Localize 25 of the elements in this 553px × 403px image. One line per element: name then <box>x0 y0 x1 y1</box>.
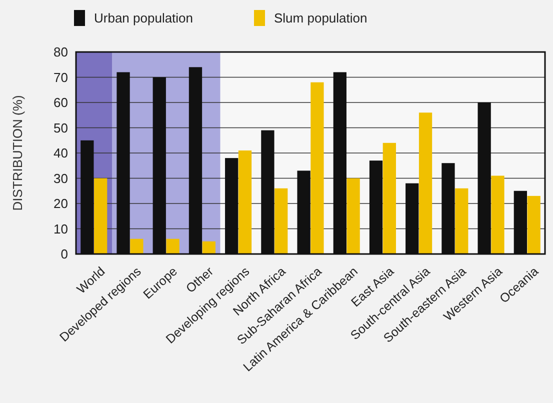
bar <box>274 188 288 254</box>
bar <box>346 178 360 254</box>
bar <box>455 188 468 254</box>
y-tick-label: 10 <box>54 221 68 236</box>
bar <box>238 150 252 254</box>
bar <box>310 82 324 254</box>
bar <box>202 241 216 254</box>
bar <box>491 176 504 254</box>
legend-label: Urban population <box>94 10 194 26</box>
y-tick-label: 70 <box>54 70 68 85</box>
y-tick-label: 80 <box>54 44 68 60</box>
y-tick-label: 60 <box>54 95 68 110</box>
y-axis-title: DISTRIBUTION (%) <box>10 95 25 211</box>
bar <box>418 112 432 254</box>
legend-label: Slum population <box>274 10 368 26</box>
y-tick-label: 40 <box>54 146 68 161</box>
y-tick-label: 30 <box>54 170 68 186</box>
y-tick-label: 50 <box>54 120 68 136</box>
y-tick-label: 0 <box>60 246 68 262</box>
bar <box>382 142 396 254</box>
bar <box>527 196 540 254</box>
bar <box>166 238 180 254</box>
bar <box>130 238 144 254</box>
y-tick-label: 20 <box>54 196 68 212</box>
bar <box>94 178 108 254</box>
